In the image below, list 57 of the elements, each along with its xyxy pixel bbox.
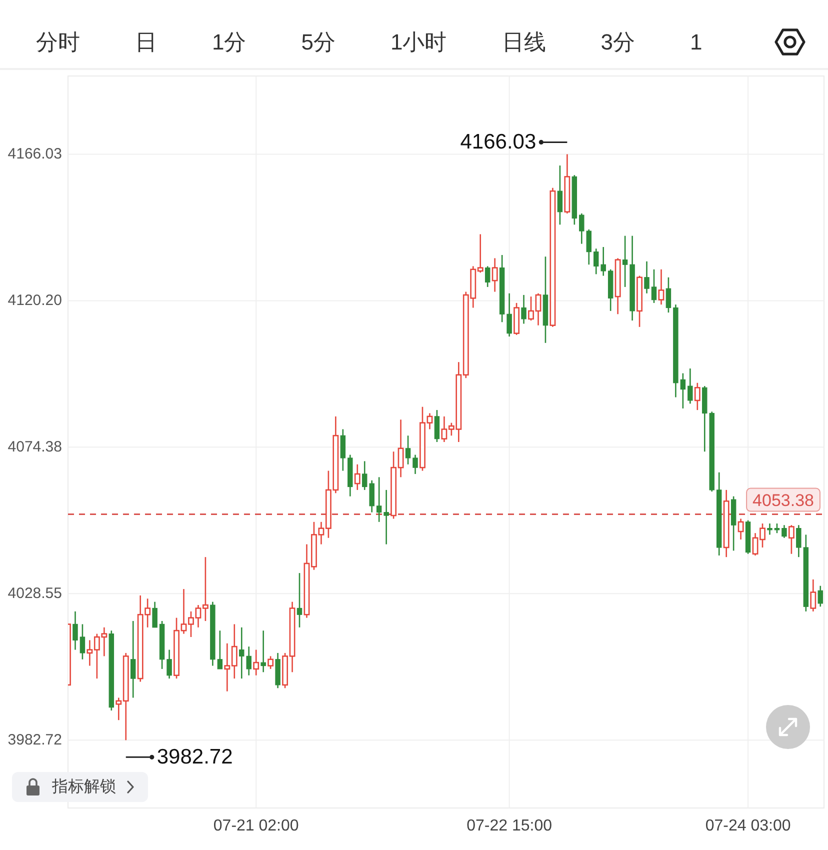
candlestick bbox=[72, 610, 78, 650]
y-tick-label: 3982.72 bbox=[8, 732, 62, 749]
candlestick bbox=[688, 368, 693, 404]
candlestick bbox=[788, 524, 794, 555]
candlestick bbox=[130, 620, 136, 698]
candlestick bbox=[340, 428, 346, 472]
text: 日 bbox=[135, 30, 157, 54]
annotation: 3982.72 bbox=[156, 746, 233, 769]
y-tick-label: 4028.55 bbox=[8, 585, 62, 602]
candlestick bbox=[80, 624, 86, 660]
candlestick bbox=[658, 268, 664, 306]
x-tick-label: 07-24 03:00 bbox=[705, 818, 791, 834]
candlestick bbox=[354, 464, 360, 491]
candlestick bbox=[412, 454, 418, 475]
candlestick bbox=[152, 601, 158, 628]
candlestick bbox=[484, 266, 490, 288]
y-tick-label: 4166.03 bbox=[8, 146, 62, 163]
y-tick-label: 4074.38 bbox=[8, 438, 62, 456]
candlestick bbox=[492, 258, 498, 292]
candlestick bbox=[767, 522, 772, 536]
ref-line-label: 4053.38 bbox=[752, 490, 814, 510]
candlestick bbox=[268, 656, 274, 670]
x-tick-label: 07-22 15:00 bbox=[466, 818, 552, 834]
candlestick bbox=[521, 294, 526, 324]
candlestick bbox=[818, 585, 823, 608]
candlestick bbox=[217, 630, 223, 670]
text: 1 bbox=[690, 30, 702, 54]
candlestick bbox=[680, 372, 686, 410]
text: 1小时 bbox=[390, 30, 447, 54]
candlestick bbox=[166, 649, 172, 680]
annotation: 指标解锁 bbox=[51, 778, 116, 796]
candlestick bbox=[651, 268, 657, 304]
text: 日线 bbox=[502, 30, 546, 54]
text: 5分 bbox=[301, 30, 336, 54]
candlestick bbox=[738, 518, 744, 540]
candlestick bbox=[296, 572, 302, 628]
candlestick bbox=[506, 292, 512, 338]
text: 分时 bbox=[36, 30, 80, 54]
annotation: 4166.03 bbox=[460, 130, 536, 154]
candlestick bbox=[557, 164, 563, 226]
candlestick bbox=[384, 489, 389, 545]
candlestick bbox=[644, 260, 650, 294]
candlestick bbox=[405, 434, 411, 466]
candlestick bbox=[694, 382, 700, 411]
candlestick bbox=[622, 235, 628, 288]
candlestick bbox=[796, 524, 802, 558]
candlestick bbox=[810, 578, 816, 612]
candlestick bbox=[376, 476, 382, 523]
text: 1分 bbox=[212, 30, 246, 54]
candlestick bbox=[666, 276, 672, 314]
x-tick-label: 07-21 02:00 bbox=[213, 818, 299, 834]
candlestick bbox=[260, 630, 266, 673]
y-tick-label: 4120.20 bbox=[8, 292, 62, 310]
candlestick bbox=[434, 409, 440, 443]
text: 3分 bbox=[600, 30, 635, 54]
candlestick bbox=[253, 649, 260, 676]
candlestick bbox=[782, 524, 787, 539]
